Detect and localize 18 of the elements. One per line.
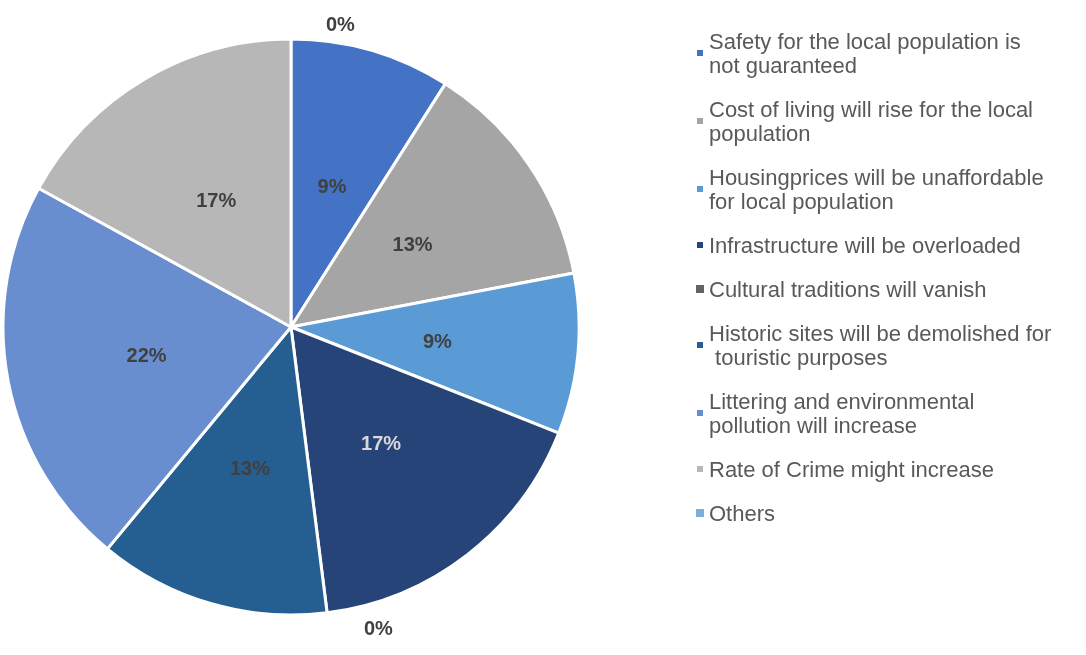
legend-label: Historic sites will be demolished for touristic purposes — [709, 320, 1052, 370]
data-label: 22% — [126, 343, 167, 366]
data-label: 17% — [361, 432, 402, 455]
data-label: 13% — [229, 457, 271, 480]
legend-label: Housingprices will be unaffordable for local population — [709, 164, 1050, 214]
legend-label: Others — [709, 500, 776, 526]
legend-label: Cultural traditions will vanish — [709, 276, 987, 302]
legend-label: Rate of Crime might increase — [709, 456, 994, 482]
data-label: 9% — [317, 174, 347, 197]
legend-label: Littering and environmental pollution will increase — [709, 388, 981, 438]
text: 0% — [363, 616, 393, 639]
data-label: 17% — [196, 189, 237, 212]
legend-label: Infrastructure will be overloaded — [709, 232, 1021, 258]
data-label: 9% — [422, 329, 453, 352]
data-label: 13% — [392, 233, 433, 256]
legend-label: Cost of living will rise for the local population — [709, 96, 1040, 146]
text: 0% — [326, 13, 355, 35]
legend-label: Safety for the local population is not guaranteed — [709, 28, 1027, 78]
